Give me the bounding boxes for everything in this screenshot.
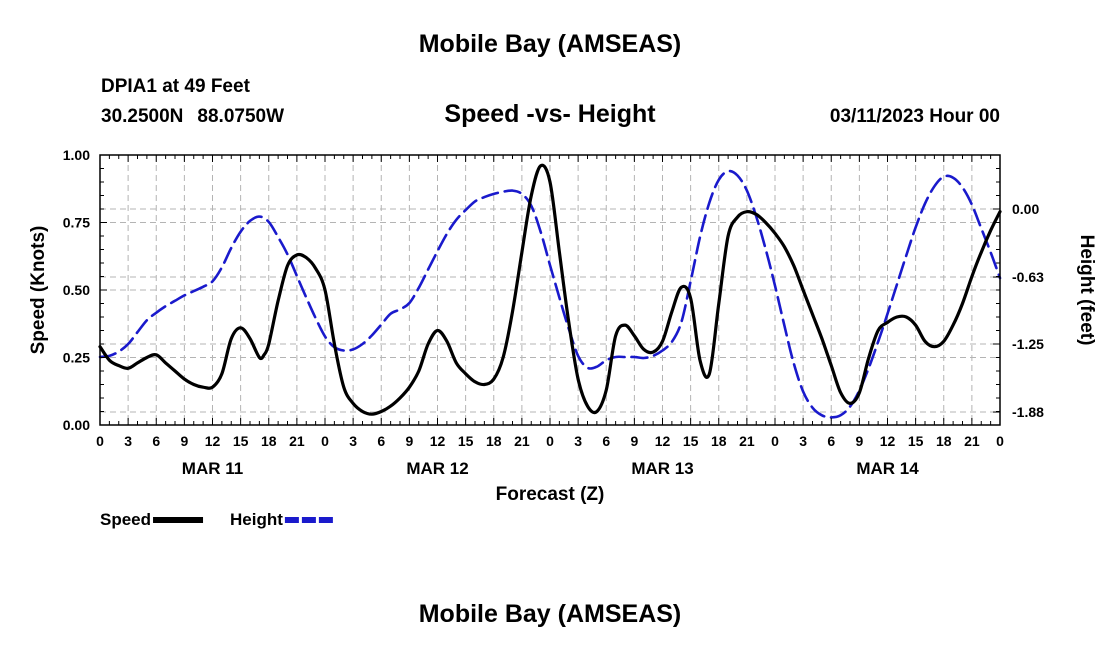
x-tick-label: 0 (96, 433, 104, 449)
x-tick-label: 21 (289, 433, 305, 449)
x-tick-label: 9 (180, 433, 188, 449)
x-tick-label: 18 (711, 433, 727, 449)
station-label: DPIA1 at 49 Feet (101, 76, 250, 97)
x-tick-label: 6 (377, 433, 385, 449)
y2-tick-label: -0.63 (1012, 269, 1044, 285)
x-tick-label: 3 (799, 433, 807, 449)
x-tick-label: 21 (739, 433, 755, 449)
x-tick-label: 18 (261, 433, 277, 449)
x-axis-label: Forecast (Z) (496, 484, 605, 505)
x-tick-label: 0 (546, 433, 554, 449)
series-layer (98, 163, 1002, 419)
x-tick-label: 6 (152, 433, 160, 449)
x-tick-label: 9 (405, 433, 413, 449)
day-label: MAR 13 (631, 459, 693, 478)
x-tick-label: 21 (514, 433, 530, 449)
x-tick-label: 15 (233, 433, 249, 449)
x-tick-label: 12 (880, 433, 896, 449)
footer-title: Mobile Bay (AMSEAS) (418, 600, 682, 628)
y-tick-label: 0.00 (63, 417, 90, 433)
y2-tick-label: 0.00 (1012, 201, 1039, 217)
x-tick-label: 15 (458, 433, 474, 449)
legend-label-speed: Speed (100, 510, 151, 529)
longitude: 88.0750W (197, 106, 285, 127)
day-label: MAR 12 (406, 459, 468, 478)
latitude: 30.2500N (101, 106, 184, 127)
axes: 0 3 6 9 12 15 18 21 0 3 6 9 12 15 18 21 0 3 6 9 12 15 18 21 0 3 6 9… (63, 147, 1044, 478)
x-tick-label: 15 (908, 433, 924, 449)
y2-tick-label: -1.25 (1012, 336, 1044, 352)
x-tick-label: 12 (430, 433, 446, 449)
x-tick-label: 0 (996, 433, 1004, 449)
x-tick-label: 12 (655, 433, 671, 449)
height-series-line (98, 169, 1002, 419)
x-tick-label: 0 (321, 433, 329, 449)
y-tick-label: 0.75 (63, 215, 90, 231)
grid (100, 155, 1000, 425)
x-tick-label: 3 (124, 433, 132, 449)
x-tick-label: 9 (855, 433, 863, 449)
station-coordinates: 30.2500N 88.0750W (101, 106, 284, 128)
day-label: MAR 11 (182, 459, 243, 478)
day-label: MAR 14 (856, 459, 919, 478)
x-tick-label: 3 (349, 433, 357, 449)
x-tick-label: 9 (630, 433, 638, 449)
chart-subtitle: Speed -vs- Height (444, 100, 656, 128)
x-tick-label: 6 (602, 433, 610, 449)
forecast-datetime: 03/11/2023 Hour 00 (829, 106, 1000, 127)
x-tick-label: 21 (964, 433, 980, 449)
x-tick-label: 12 (205, 433, 221, 449)
y-tick-label: 0.50 (63, 282, 90, 298)
x-tick-label: 18 (936, 433, 952, 449)
legend-label-height: Height (230, 510, 283, 529)
legend: Speed Height (100, 510, 335, 529)
y2-axis-label: Height (feet) (1076, 235, 1097, 346)
y-axis-label: Speed (Knots) (28, 226, 49, 355)
x-tick-label: 18 (486, 433, 502, 449)
y-tick-label: 1.00 (63, 147, 90, 163)
page-title: Mobile Bay (AMSEAS) (418, 30, 682, 58)
y-tick-label: 0.25 (63, 350, 90, 366)
speed-series-line (98, 163, 1002, 416)
x-tick-label: 6 (827, 433, 835, 449)
x-tick-label: 0 (771, 433, 779, 449)
x-tick-label: 15 (683, 433, 699, 449)
x-tick-label: 3 (574, 433, 582, 449)
y2-tick-label: -1.88 (1012, 404, 1044, 420)
